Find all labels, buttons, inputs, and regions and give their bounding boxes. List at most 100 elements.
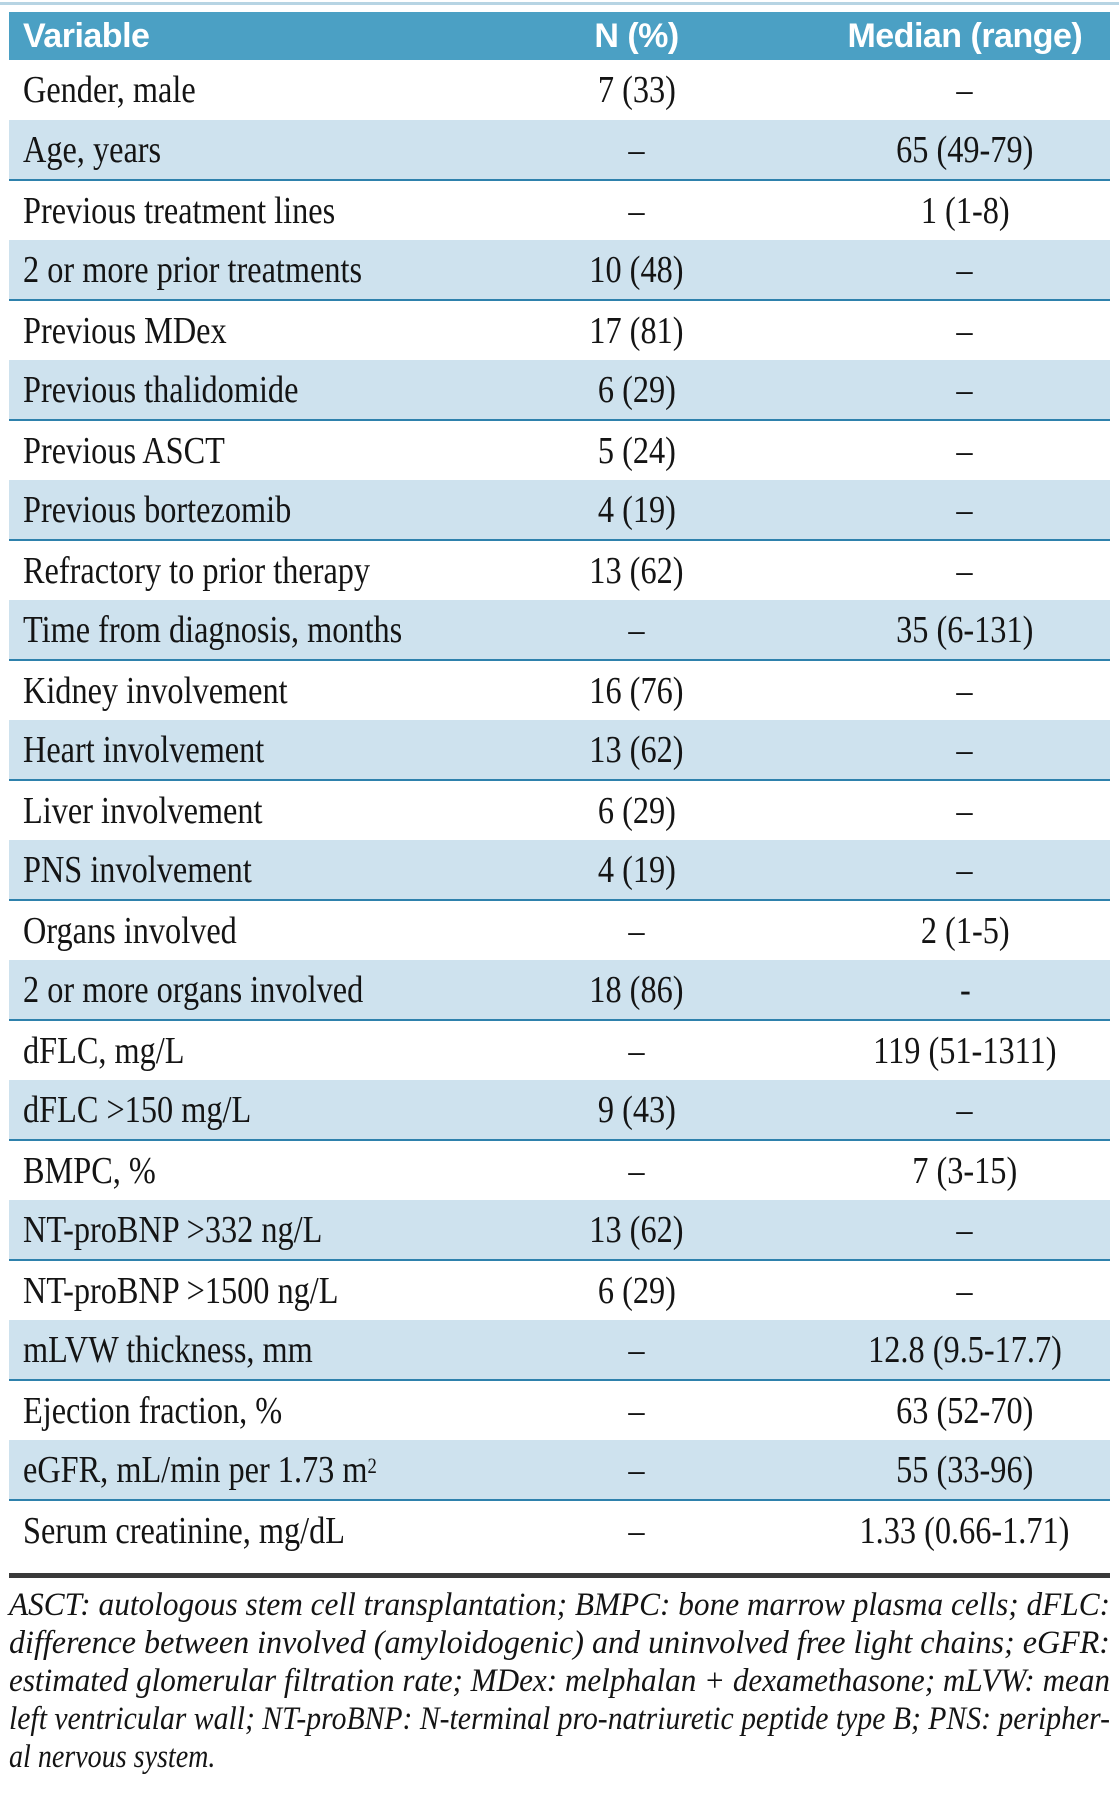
- n-cell: –: [493, 120, 780, 181]
- median-cell: 1 (1-8): [920, 189, 1010, 232]
- table-row: dFLC, mg/L – 119 (51-1311): [9, 1020, 1110, 1080]
- table-header: Variable N (%) Median (range): [9, 12, 1110, 60]
- table-row: Previous treatment lines – 1 (1-8): [9, 180, 1110, 240]
- variable-cell: Serum creatinine, mg/dL: [23, 1509, 346, 1552]
- n-cell: 18 (86): [493, 960, 780, 1021]
- n-cell: 4 (19): [493, 480, 780, 541]
- footnote-line: left ventricular wall; NT-proBNP: N-term…: [9, 1701, 1110, 1737]
- n-cell: 10 (48): [493, 240, 780, 301]
- variable-cell: Previous thalidomide: [9, 360, 494, 421]
- variable-cell: Ejection fraction, %: [23, 1389, 283, 1432]
- table-row: Liver involvement 6 (29) –: [9, 780, 1110, 840]
- table-body: Gender, male 7 (33) – Age, years –65 (49-79)…: [9, 60, 1110, 1560]
- table-row: Kidney involvement 16 (76) –: [9, 660, 1110, 720]
- table-row: Ejection fraction, % – 63 (52-70): [9, 1380, 1110, 1440]
- n-cell: 9 (43): [493, 1080, 780, 1141]
- table-row: 2 or more organs involved 18 (86) -: [9, 960, 1110, 1021]
- n-cell: –: [628, 1389, 645, 1432]
- median-cell: –: [779, 240, 1110, 301]
- header-row: Variable N (%) Median (range): [9, 12, 1110, 60]
- column-header-variable: Variable: [9, 12, 494, 60]
- n-cell: 6 (29): [597, 1269, 676, 1312]
- n-cell: 13 (62): [493, 1200, 780, 1261]
- variable-cell: Organs involved: [23, 909, 237, 952]
- n-cell: –: [628, 909, 645, 952]
- median-cell: –: [779, 480, 1110, 541]
- variable-cell: mLVW thickness, mm: [9, 1320, 494, 1381]
- median-cell: 7 (3-15): [912, 1149, 1018, 1192]
- table-row: Serum creatinine, mg/dL – 1.33 (0.66-1.71): [9, 1500, 1110, 1560]
- median-cell: 65 (49-79): [779, 120, 1110, 181]
- median-cell: –: [956, 309, 973, 352]
- footnote-line: difference between involved (amyloidogen…: [9, 1625, 1110, 1661]
- footnote-divider: [9, 1573, 1110, 1578]
- n-cell: 13 (62): [589, 549, 684, 592]
- variable-cell: BMPC, %: [23, 1149, 156, 1192]
- median-cell: 2 (1-5): [920, 909, 1010, 952]
- patient-characteristics-table: Variable N (%) Median (range) Gender, ma…: [9, 12, 1110, 1560]
- table-row: Previous bortezomib 4 (19) –: [9, 480, 1110, 541]
- table-row: Previous MDex 17 (81) –: [9, 300, 1110, 360]
- n-cell: 7 (33): [597, 69, 676, 111]
- n-cell: 6 (29): [493, 360, 780, 421]
- table-row: PNS involvement 4 (19) –: [9, 840, 1110, 901]
- table-row: Previous thalidomide 6 (29) –: [9, 360, 1110, 421]
- n-cell: –: [628, 1149, 645, 1192]
- median-cell: 55 (33-96): [779, 1440, 1110, 1501]
- table-row: Previous ASCT 5 (24) –: [9, 420, 1110, 480]
- variable-cell: Gender, male: [23, 69, 196, 111]
- table-figure: Variable N (%) Median (range) Gender, ma…: [0, 5, 1119, 1777]
- n-cell: 5 (24): [597, 429, 676, 472]
- median-cell: –: [956, 429, 973, 472]
- n-cell: –: [493, 600, 780, 661]
- variable-cell: PNS involvement: [9, 840, 494, 901]
- n-cell: –: [628, 1029, 645, 1072]
- variable-cell: Heart involvement: [9, 720, 494, 781]
- table-row: Heart involvement 13 (62) –: [9, 720, 1110, 781]
- n-cell: 6 (29): [597, 789, 676, 832]
- variable-cell: Time from diagnosis, months: [9, 600, 494, 661]
- variable-cell: Kidney involvement: [23, 669, 288, 712]
- n-cell: 16 (76): [589, 669, 684, 712]
- n-cell: 17 (81): [589, 309, 684, 352]
- table-row: 2 or more prior treatments 10 (48) –: [9, 240, 1110, 301]
- n-cell: 4 (19): [493, 840, 780, 901]
- table-row: Organs involved – 2 (1-5): [9, 900, 1110, 960]
- n-cell: 13 (62): [493, 720, 780, 781]
- median-cell: –: [779, 1080, 1110, 1141]
- variable-cell: Refractory to prior therapy: [23, 549, 371, 592]
- table-row: NT-proBNP >332 ng/L 13 (62) –: [9, 1200, 1110, 1261]
- table-row: Age, years –65 (49-79): [9, 120, 1110, 181]
- median-cell: –: [956, 1269, 973, 1312]
- median-cell: 63 (52-70): [896, 1389, 1034, 1432]
- variable-cell: eGFR, mL/min per 1.73 m2: [9, 1440, 494, 1501]
- median-cell: -: [779, 960, 1110, 1021]
- footnote-line: ASCT: autologous stem cell transplantati…: [9, 1587, 1110, 1623]
- median-cell: –: [956, 69, 973, 111]
- table-row: dFLC >150 mg/L 9 (43) –: [9, 1080, 1110, 1141]
- median-cell: –: [779, 840, 1110, 901]
- median-cell: –: [779, 720, 1110, 781]
- table-row: BMPC, % – 7 (3-15): [9, 1140, 1110, 1200]
- column-header-median-range: Median (range): [779, 12, 1110, 60]
- variable-cell: NT-proBNP >1500 ng/L: [23, 1269, 339, 1312]
- variable-cell: NT-proBNP >332 ng/L: [9, 1200, 494, 1261]
- column-header-n-percent: N (%): [493, 12, 780, 60]
- median-cell: –: [779, 360, 1110, 421]
- table-row: Time from diagnosis, months –35 (6-131): [9, 600, 1110, 661]
- variable-cell: Liver involvement: [23, 789, 263, 832]
- n-cell: –: [493, 1440, 780, 1501]
- variable-cell: 2 or more organs involved: [9, 960, 494, 1021]
- variable-cell: Previous bortezomib: [9, 480, 494, 541]
- footnote: ASCT: autologous stem cell transplantati…: [9, 1587, 1110, 1777]
- table-row: Gender, male 7 (33) –: [9, 60, 1110, 120]
- footnote-line: al nervous system.: [9, 1739, 216, 1775]
- median-cell: –: [956, 789, 973, 832]
- median-cell: 1.33 (0.66-1.71): [859, 1509, 1070, 1552]
- variable-cell: Previous treatment lines: [23, 189, 336, 232]
- variable-cell: dFLC, mg/L: [23, 1029, 185, 1072]
- table-row: NT-proBNP >1500 ng/L 6 (29) –: [9, 1260, 1110, 1320]
- median-cell: 119 (51-1311): [873, 1029, 1057, 1072]
- footnote-line: estimated glomerular filtration rate; MD…: [9, 1663, 1110, 1699]
- median-cell: –: [956, 549, 973, 592]
